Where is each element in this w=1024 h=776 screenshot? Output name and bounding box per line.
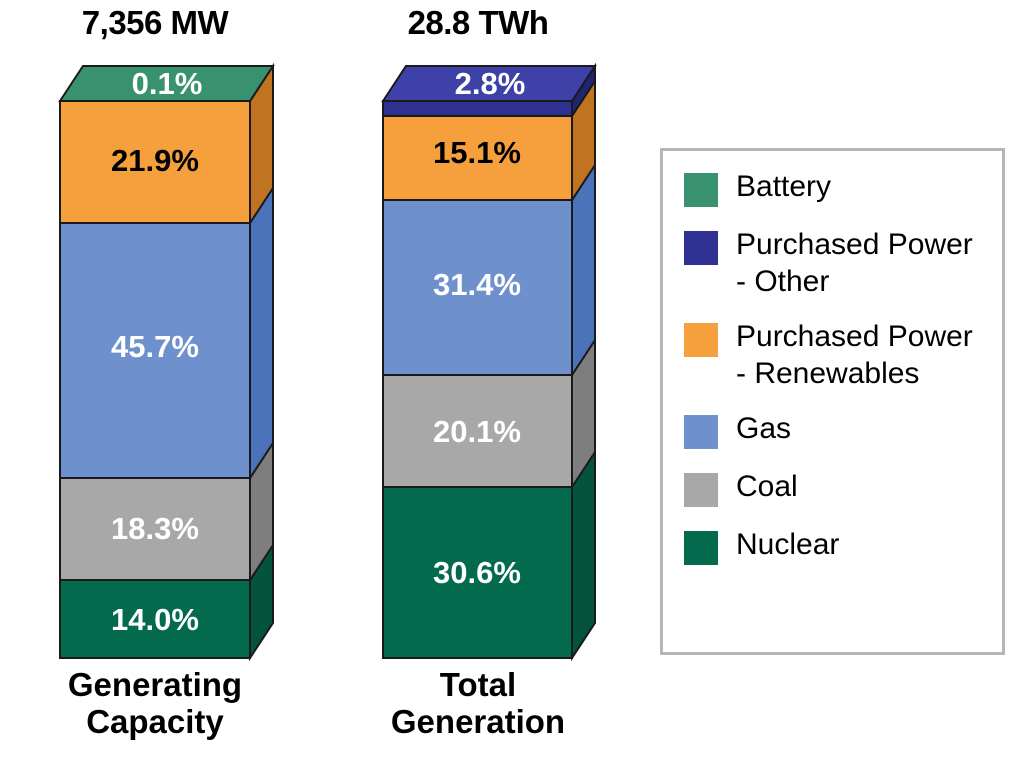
segment-bar1-gas-label: 45.7% [111, 329, 199, 364]
bar1-total-title: 7,356 MW [81, 4, 229, 41]
legend-item[interactable]: Coal [684, 468, 996, 508]
segment-bar1-coal-label: 18.3% [111, 511, 199, 546]
segment-bar1-coal[interactable]: 18.3% [59, 439, 274, 584]
legend-item[interactable]: Purchased Power - Renewables [684, 318, 996, 392]
legend-item[interactable]: Purchased Power - Other [684, 226, 996, 300]
bar-total-generation[interactable]: 30.6% 20.1% 31.4% 15.1% [381, 62, 597, 662]
legend-swatch-icon [684, 473, 718, 507]
segment-bar1-nuclear-label: 14.0% [111, 602, 199, 637]
legend-swatch-icon [684, 323, 718, 357]
axis-label-generating-capacity: Generating Capacity [45, 666, 265, 740]
legend-item[interactable]: Nuclear [684, 526, 996, 566]
legend-item-label: Nuclear [736, 528, 840, 561]
legend-swatch-icon [684, 173, 718, 207]
axis-label-gc-line2: Capacity [86, 703, 224, 740]
bar-generating-capacity[interactable]: 14.0% 18.3% 45.7% 21.9% [58, 62, 275, 662]
axis-label-gc-line1: Generating [67, 666, 243, 703]
segment-bar2-nuclear-label: 30.6% [433, 555, 521, 590]
legend-item-label: Purchased Power - Other [736, 228, 973, 298]
legend-swatch-icon [684, 231, 718, 265]
legend-item-label: Purchased Power - Renewables [736, 320, 973, 390]
segment-bar1-renewables-label: 21.9% [111, 143, 199, 178]
segment-bar2-renewables-label: 15.1% [433, 135, 521, 170]
axis-label-tg-line1: Total [439, 666, 517, 703]
axis-label-total-generation: Total Generation [368, 666, 588, 740]
bar2-total-title: 28.8 TWh [407, 4, 549, 41]
legend-item-label: Coal [736, 470, 798, 503]
segment-bar2-other[interactable]: 2.8% [381, 62, 597, 120]
segment-bar2-other-label: 2.8% [455, 66, 526, 101]
segment-bar1-battery[interactable]: 0.1% [58, 65, 275, 102]
segment-bar1-battery-label: 0.1% [132, 66, 203, 101]
legend-swatch-icon [684, 531, 718, 565]
legend-item[interactable]: Battery [684, 168, 996, 208]
segment-bar2-gas[interactable]: 31.4% [382, 161, 596, 379]
segment-bar2-coal[interactable]: 20.1% [382, 336, 596, 491]
legend-swatch-icon [684, 415, 718, 449]
legend-item[interactable]: Gas [684, 410, 996, 450]
legend-item-label: Gas [736, 412, 792, 445]
segment-bar2-coal-label: 20.1% [433, 414, 521, 449]
axis-label-tg-line2: Generation [390, 703, 566, 740]
segment-bar1-gas[interactable]: 45.7% [59, 184, 274, 482]
legend: Battery Purchased Power - Other Purchased … [684, 168, 996, 584]
segment-bar2-nuclear[interactable]: 30.6% [382, 448, 596, 662]
segment-bar2-gas-label: 31.4% [433, 267, 521, 302]
legend-item-label: Battery [736, 170, 832, 203]
